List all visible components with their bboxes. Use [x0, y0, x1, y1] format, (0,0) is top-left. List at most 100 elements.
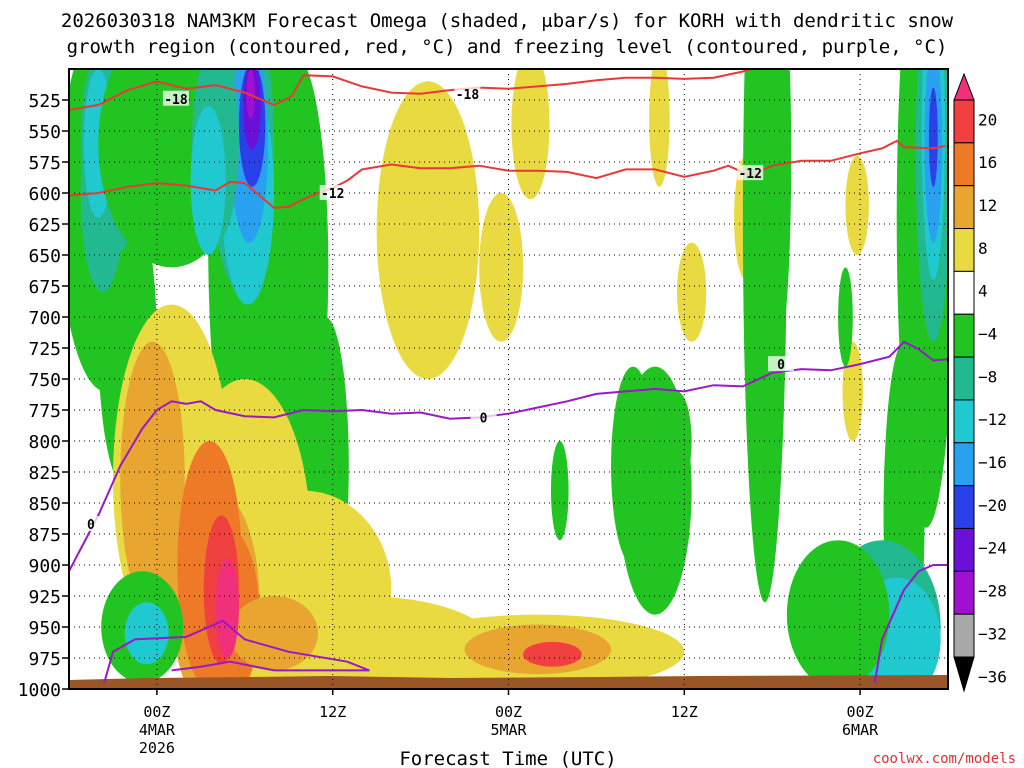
brand-watermark: coolwx.com/models: [873, 751, 1016, 767]
colorbar-label: 4: [978, 282, 988, 301]
colorbar-box: [953, 313, 975, 358]
colorbar-label: −12: [978, 410, 1007, 429]
omega-shade-cell: [479, 193, 524, 342]
colorbar-box: [953, 142, 975, 187]
freezing-contour-label-bg: [77, 516, 104, 532]
dendritic-minus18-contour: [69, 69, 751, 111]
y-tick-label: 550: [28, 122, 61, 143]
x-tick-date: 4MAR: [139, 721, 176, 739]
colorbar-label: −28: [978, 582, 1007, 601]
y-tick-label: 525: [28, 91, 61, 112]
colorbar-label: −8: [978, 367, 997, 386]
colorbar-label: 20: [978, 110, 997, 129]
x-tick-label: 12Z: [671, 703, 698, 721]
colorbar-box: [953, 399, 975, 444]
omega-shade-cell: [649, 69, 670, 187]
ground-surface: [69, 675, 948, 689]
dendritic-contour-label: -12: [321, 187, 344, 202]
omega-shade-cell: [511, 69, 550, 200]
colorbar: 20 16 12 8 4 −4 −8 −12 −16 −20 −24 −28 −32 −36: [953, 72, 1007, 693]
chart-title-line2: growth region (contoured, red, °C) and f…: [67, 36, 948, 58]
omega-shade-cell: [928, 87, 938, 187]
dendritic-contour-label-bg: [319, 185, 346, 200]
dendritic-contour-label: -12: [738, 167, 761, 182]
colorbar-box: [953, 613, 975, 658]
freezing-contour-label: 0: [87, 518, 95, 533]
freezing-contour-label: 0: [777, 358, 785, 373]
contours: -18 -18 -12 -12 0 0 0: [69, 69, 948, 684]
x-axis-label: Forecast Time (UTC): [399, 748, 616, 768]
freezing-contour-label: 0: [480, 411, 488, 426]
omega-shading: [69, 69, 948, 689]
colorbar-box: [953, 228, 975, 272]
y-tick-label: 975: [28, 649, 61, 670]
y-tick-label: 850: [28, 494, 61, 515]
omega-shade-cell: [838, 267, 853, 367]
y-tick-label: 700: [28, 308, 61, 329]
y-tick-label: 800: [28, 432, 61, 453]
y-tick-label: 575: [28, 153, 61, 174]
colorbar-box: [953, 485, 975, 529]
y-tick-label: 725: [28, 339, 61, 360]
colorbar-top-arrow: [953, 72, 975, 101]
y-tick-label: 600: [28, 184, 61, 205]
colorbar-label: 16: [978, 153, 997, 172]
colorbar-box: [953, 442, 975, 487]
y-tick-label: 650: [28, 246, 61, 267]
colorbar-box: [953, 570, 975, 615]
freezing-level-contour-lower: [103, 619, 370, 684]
omega-shade-cell: [120, 341, 185, 615]
x-tick-label: 00Z: [143, 703, 170, 721]
omega-shade-cell: [845, 155, 869, 255]
dendritic-contour-label: -18: [164, 93, 188, 108]
freezing-contour-label-bg: [470, 409, 497, 425]
x-tick-date: 6MAR: [842, 721, 879, 739]
omega-shade-cell: [611, 366, 656, 565]
y-tick-label: 675: [28, 277, 61, 298]
x-tick-label: 00Z: [495, 703, 522, 721]
colorbar-label: −24: [978, 539, 1007, 558]
omega-shade-cell: [662, 391, 692, 491]
colorbar-label: −4: [978, 325, 997, 344]
colorbar-label: −16: [978, 453, 1007, 472]
colorbar-label: 12: [978, 196, 997, 215]
dendritic-minus12-contour: [69, 139, 946, 209]
y-tick-label: 825: [28, 463, 61, 484]
freezing-level-contour-right: [873, 564, 948, 683]
y-tick-label: 925: [28, 587, 61, 608]
omega-shade-cell: [676, 242, 707, 342]
x-tick-date: 5MAR: [490, 721, 527, 739]
x-tick-label: 12Z: [319, 703, 346, 721]
x-tick-label: 00Z: [847, 703, 874, 721]
omega-shade-cell: [230, 596, 319, 671]
dendritic-contour-label-bg: [454, 85, 481, 101]
colorbar-label: −36: [978, 667, 1007, 686]
omega-shade-cell: [786, 540, 890, 689]
colorbar-box: [953, 356, 975, 401]
omega-shade-cell: [550, 441, 569, 541]
colorbar-label: −20: [978, 496, 1007, 515]
axis-ticks: 525 550 575 600 625 650 675 700 725 750 775 800 825 8…: [18, 91, 879, 757]
grid-lines: [69, 69, 948, 689]
freezing-contour-label-bg: [767, 356, 794, 372]
colorbar-box: [953, 270, 975, 315]
colorbar-box: [953, 527, 975, 572]
dendritic-contour-label: -18: [456, 88, 480, 103]
y-tick-label: 750: [28, 370, 61, 391]
colorbar-box: [953, 185, 975, 230]
omega-shade-cell: [246, 69, 256, 119]
y-tick-label: 950: [28, 618, 61, 639]
omega-shade-cell: [376, 81, 480, 379]
colorbar-box: [953, 99, 975, 144]
omega-shade-cell: [190, 106, 226, 255]
omega-shade-cell: [767, 69, 792, 342]
y-tick-label: 1000: [18, 680, 61, 701]
colorbar-label: 8: [978, 239, 988, 258]
y-tick-label: 625: [28, 215, 61, 236]
dendritic-contour-label-bg: [162, 90, 189, 106]
x-tick-year: 2026: [139, 739, 175, 757]
colorbar-bottom-arrow: [953, 656, 975, 693]
omega-shade-cell: [124, 602, 169, 665]
y-tick-label: 775: [28, 401, 61, 422]
